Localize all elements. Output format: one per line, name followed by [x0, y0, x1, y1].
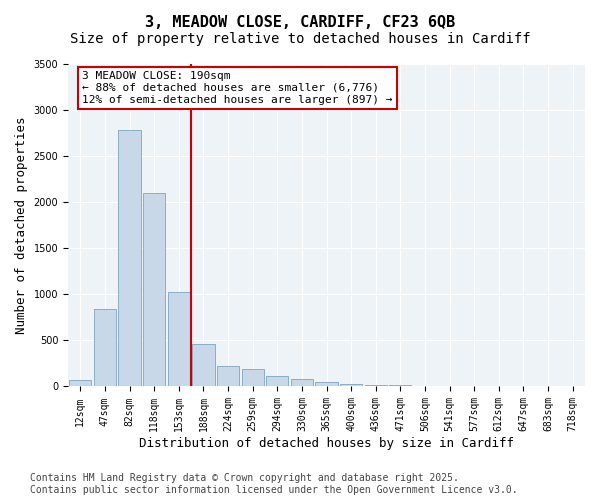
Bar — [316, 382, 338, 386]
Text: 3 MEADOW CLOSE: 190sqm
← 88% of detached houses are smaller (6,776)
12% of semi-: 3 MEADOW CLOSE: 190sqm ← 88% of detached… — [82, 72, 393, 104]
Text: Contains HM Land Registry data © Crown copyright and database right 2025.
Contai: Contains HM Land Registry data © Crown c… — [30, 474, 518, 495]
Bar — [193, 344, 215, 387]
Bar — [94, 309, 116, 386]
Bar — [365, 385, 387, 386]
Bar — [118, 130, 140, 386]
Bar — [266, 376, 289, 386]
Bar — [168, 292, 190, 386]
Text: 3, MEADOW CLOSE, CARDIFF, CF23 6QB: 3, MEADOW CLOSE, CARDIFF, CF23 6QB — [145, 15, 455, 30]
Bar — [340, 384, 362, 386]
Bar — [242, 370, 264, 386]
X-axis label: Distribution of detached houses by size in Cardiff: Distribution of detached houses by size … — [139, 437, 514, 450]
Bar — [291, 379, 313, 386]
Y-axis label: Number of detached properties: Number of detached properties — [15, 116, 28, 334]
Bar — [69, 380, 91, 386]
Text: Size of property relative to detached houses in Cardiff: Size of property relative to detached ho… — [70, 32, 530, 46]
Bar — [217, 366, 239, 386]
Bar — [143, 193, 165, 386]
